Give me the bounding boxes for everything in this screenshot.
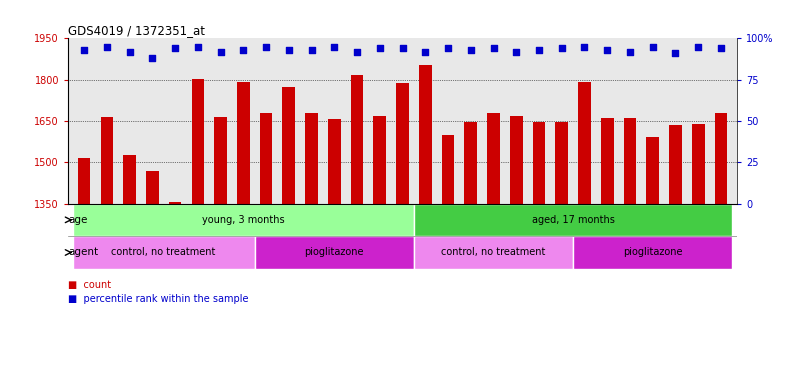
Bar [465, 121, 477, 204]
Point [237, 47, 250, 53]
Point [282, 47, 295, 53]
Bar [305, 113, 318, 204]
Bar [692, 124, 705, 204]
Point [351, 48, 364, 55]
Bar [255, 236, 414, 269]
Text: control, no treatment: control, no treatment [441, 247, 545, 258]
Text: young, 3 months: young, 3 months [202, 215, 284, 225]
Point [373, 45, 386, 51]
Bar [419, 65, 432, 204]
Point [396, 45, 409, 51]
Point [714, 45, 727, 51]
Point [555, 45, 568, 51]
Bar [260, 113, 272, 204]
Bar [237, 82, 250, 204]
Bar [510, 116, 522, 204]
Bar [646, 137, 659, 204]
Point [214, 48, 227, 55]
Point [692, 43, 705, 50]
Point [624, 48, 637, 55]
Bar [214, 117, 227, 204]
Bar [601, 118, 614, 204]
Bar [670, 124, 682, 204]
Text: control, no treatment: control, no treatment [111, 247, 215, 258]
Point [191, 43, 204, 50]
Bar [351, 75, 364, 204]
Text: agent: agent [69, 247, 99, 258]
Text: age: age [69, 215, 88, 225]
Bar [169, 202, 181, 204]
Point [260, 43, 272, 50]
Text: ■  percentile rank within the sample: ■ percentile rank within the sample [68, 294, 248, 304]
Point [419, 48, 432, 55]
Point [465, 47, 477, 53]
Text: ■  count: ■ count [68, 280, 111, 290]
Bar [441, 135, 454, 204]
Text: GDS4019 / 1372351_at: GDS4019 / 1372351_at [68, 24, 205, 37]
Bar [123, 156, 135, 204]
Bar [73, 236, 255, 269]
Point [123, 48, 136, 55]
Bar [487, 113, 500, 204]
Bar [714, 113, 727, 204]
Point [146, 55, 159, 61]
Point [646, 43, 659, 50]
Point [601, 47, 614, 53]
Point [669, 50, 682, 56]
Point [578, 43, 591, 50]
Bar [100, 117, 113, 204]
Text: pioglitazone: pioglitazone [304, 247, 364, 258]
Bar [328, 119, 340, 204]
Bar [414, 236, 574, 269]
Point [168, 45, 181, 51]
Point [328, 43, 340, 50]
Point [487, 45, 500, 51]
Bar [574, 236, 732, 269]
Bar [624, 118, 636, 204]
Point [441, 45, 454, 51]
Point [305, 47, 318, 53]
Text: aged, 17 months: aged, 17 months [532, 215, 614, 225]
Point [78, 47, 91, 53]
Point [510, 48, 523, 55]
Text: pioglitazone: pioglitazone [623, 247, 682, 258]
Bar [396, 83, 409, 204]
Bar [78, 158, 91, 204]
Point [533, 47, 545, 53]
Bar [73, 204, 414, 236]
Point [100, 43, 113, 50]
Bar [533, 121, 545, 204]
Bar [283, 86, 295, 204]
Bar [191, 79, 204, 204]
Bar [555, 121, 568, 204]
Bar [373, 116, 386, 204]
Bar [414, 204, 732, 236]
Bar [146, 171, 159, 204]
Bar [578, 82, 591, 204]
